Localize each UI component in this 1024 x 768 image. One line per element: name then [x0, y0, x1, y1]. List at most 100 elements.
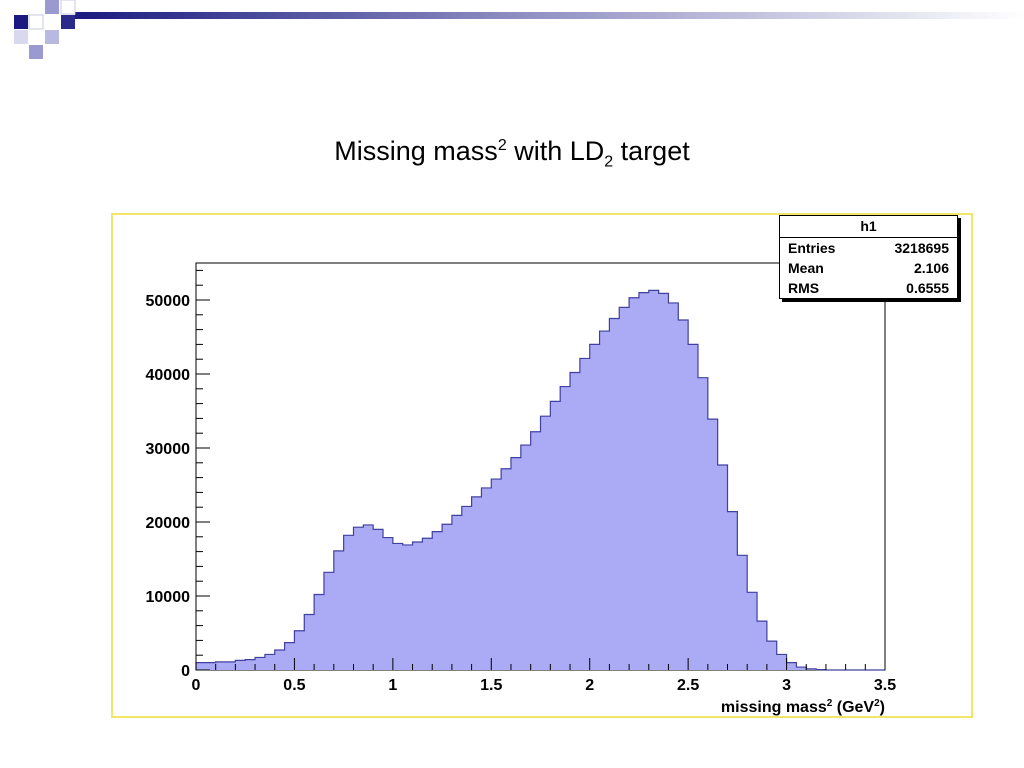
y-tick-label: 20000 [146, 515, 191, 532]
histogram-bin [757, 621, 768, 670]
histogram-bin [776, 654, 787, 670]
deco-square-light [14, 30, 28, 44]
x-axis-label-part: missing mass [721, 699, 827, 716]
stats-box-title: h1 [780, 216, 957, 238]
stats-box: h1 Entries 3218695 Mean 2.106 RMS 0.6555 [779, 215, 958, 299]
histogram-bin [510, 457, 522, 670]
stats-row: RMS 0.6555 [780, 278, 957, 298]
histogram-bin [323, 572, 335, 670]
histogram-outline [195, 289, 885, 671]
slide-corner-decoration [14, 0, 1024, 59]
histogram-bin [196, 662, 207, 670]
histogram-bin [501, 468, 512, 670]
x-axis-label-part: (GeV [832, 699, 874, 716]
histogram-bin [658, 293, 669, 670]
histogram-bin [520, 445, 531, 670]
x-tick-label: 2 [585, 677, 594, 694]
stats-row: Entries 3218695 [780, 238, 957, 258]
stats-label: Mean [788, 260, 824, 276]
histogram-bin [333, 550, 344, 670]
x-axis-label-sup: 2 [874, 698, 880, 709]
histogram-bin [451, 515, 463, 670]
deco-square-light [28, 14, 44, 30]
x-tick-label: 0.5 [283, 677, 305, 694]
x-tick-label: 3 [782, 677, 791, 694]
x-tick-label: 2.5 [677, 677, 699, 694]
histogram-bin [373, 529, 384, 670]
histogram-bin [432, 531, 443, 670]
x-tick-label: 1 [388, 677, 397, 694]
histogram-bin [747, 592, 758, 670]
histogram-bin [697, 377, 709, 670]
histogram-bin [707, 419, 718, 670]
x-tick-label: 1.5 [480, 677, 502, 694]
stats-value: 0.6555 [906, 280, 949, 296]
histogram-bin [294, 630, 305, 670]
slide-title: Missing mass2 with LD2 target [0, 136, 1024, 170]
histogram-bin [412, 541, 423, 670]
title-text: target [613, 136, 690, 166]
x-axis-label: missing mass2 (GeV2) [721, 698, 885, 716]
y-tick-label: 40000 [146, 367, 191, 384]
histogram-bin [530, 431, 541, 670]
histogram-bin [422, 538, 433, 670]
histogram-bin [579, 358, 591, 670]
histogram-bin [570, 372, 581, 670]
y-tick-label: 30000 [146, 441, 191, 458]
histogram-bin [638, 292, 650, 670]
histogram-bin [540, 416, 551, 670]
deco-square-dark [14, 15, 28, 29]
histogram-bin [688, 344, 699, 670]
histogram-bin [392, 543, 403, 670]
stats-value: 3218695 [894, 240, 949, 256]
histogram-bin [717, 465, 728, 670]
histogram-bin [353, 527, 364, 670]
histogram-bin [599, 331, 610, 670]
y-tick-label: 50000 [146, 293, 191, 310]
histogram-bin [727, 511, 738, 670]
histogram-bin [235, 660, 246, 670]
histogram-bin [363, 524, 374, 670]
histogram-bin [648, 290, 659, 670]
deco-square-dark [61, 15, 75, 29]
histogram-bin [274, 650, 285, 670]
title-text: with LD [506, 136, 605, 166]
histogram-bin [314, 594, 325, 670]
y-tick-label: 10000 [146, 589, 191, 606]
histogram-bin [589, 344, 600, 670]
histogram-bin [668, 302, 679, 670]
histogram-bin [786, 662, 797, 670]
histogram-bin [205, 662, 216, 670]
histogram-bin [284, 642, 295, 670]
stats-label: RMS [788, 280, 820, 296]
deco-square-light [45, 0, 59, 14]
stats-label: Entries [788, 240, 836, 256]
x-tick-label: 0 [192, 677, 201, 694]
histogram-bin [461, 506, 472, 670]
deco-gradient-bar [75, 12, 1024, 19]
histogram-bin [264, 654, 276, 670]
x-axis-label-sup: 2 [827, 698, 833, 709]
histogram-bin [491, 479, 502, 670]
histogram-bin [737, 555, 748, 670]
histogram-bin [481, 487, 492, 670]
title-text: Missing mass [334, 136, 498, 166]
title-superscript: 2 [497, 137, 507, 154]
x-tick-label: 3.5 [874, 677, 896, 694]
histogram-bin [343, 535, 354, 670]
histogram-bin [609, 318, 620, 670]
histogram-bin [442, 524, 453, 670]
stats-row: Mean 2.106 [780, 258, 957, 278]
histogram-bin [402, 544, 413, 670]
histogram-bin [796, 667, 807, 670]
histogram-bin [225, 661, 236, 670]
histogram-bin [560, 386, 571, 670]
histogram-bin [215, 661, 226, 670]
histogram-bin [245, 659, 256, 670]
histogram-bin [471, 496, 482, 670]
deco-square-light [60, 0, 76, 15]
histogram-bin [678, 319, 689, 670]
stats-value: 2.106 [913, 260, 949, 276]
histogram-bin [255, 657, 266, 670]
